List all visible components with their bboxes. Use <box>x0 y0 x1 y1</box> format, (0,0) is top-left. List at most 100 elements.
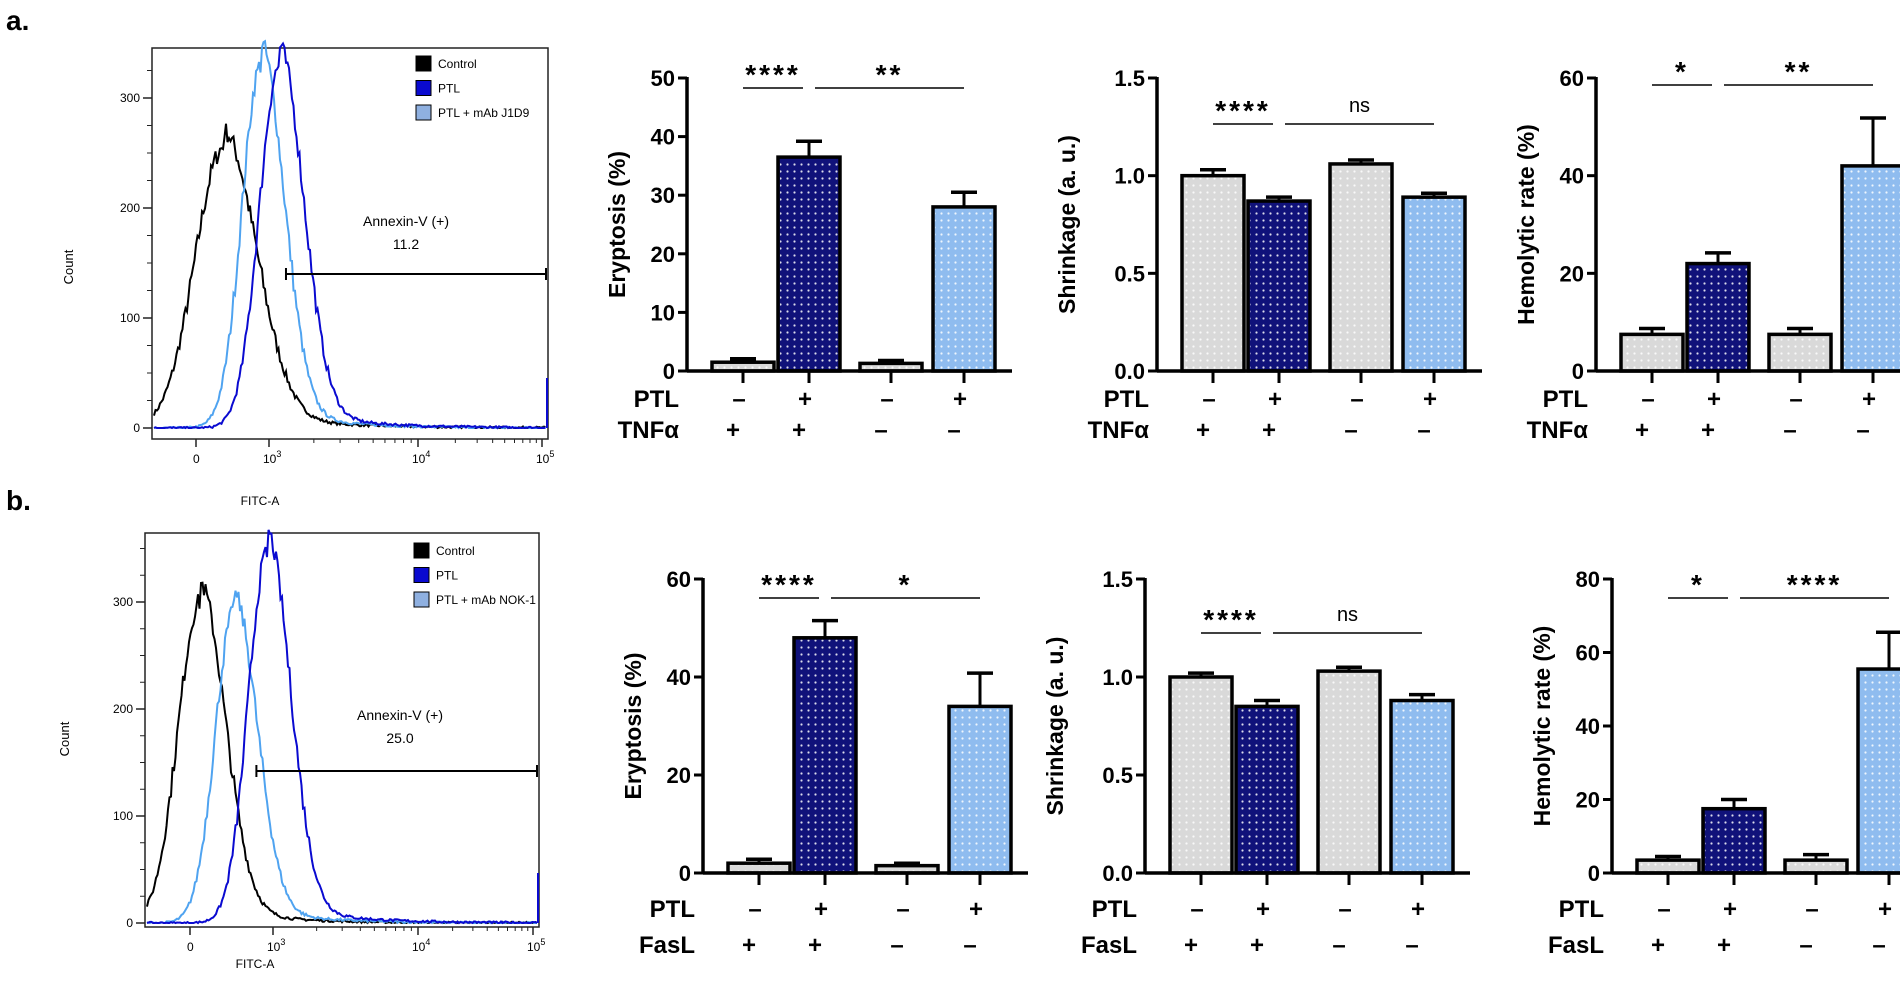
legend-swatch <box>413 591 430 608</box>
y-tick-label: 100 <box>113 809 133 823</box>
bar-dot-pattern <box>1705 810 1763 871</box>
condition-sign: – <box>1344 417 1357 444</box>
condition-sign: – <box>947 417 960 444</box>
x-tick-exp: 5 <box>549 449 554 459</box>
bar-dot-pattern <box>1184 177 1242 369</box>
significance-label: * <box>1691 569 1705 600</box>
gate-value: 25.0 <box>386 730 413 746</box>
condition-sign: + <box>792 417 806 444</box>
y-tick-label: 60 <box>667 567 691 592</box>
legend-label: PTL + mAb NOK-1 <box>436 593 536 607</box>
y-tick-label: 1.0 <box>1114 164 1145 189</box>
bar-dot-pattern <box>796 639 854 871</box>
condition-label-tnfα: TNFα <box>618 417 680 444</box>
y-axis-label: Hemolytic rate (%) <box>1529 626 1555 827</box>
legend-label: PTL <box>438 82 460 96</box>
condition-label-fasl: FasL <box>639 932 695 959</box>
y-tick-label: 60 <box>1560 66 1584 91</box>
condition-label-fasl: FasL <box>1548 932 1604 959</box>
significance-label: ns <box>1337 604 1358 626</box>
x-tick-base: 10 <box>527 940 541 954</box>
condition-sign: + <box>1184 932 1198 959</box>
y-axis-label: Shrinkage (a. u.) <box>1042 637 1068 816</box>
bar-dot-pattern <box>1332 165 1390 369</box>
x-tick-base: 0 <box>193 452 200 466</box>
bar-dot-pattern <box>1860 671 1900 871</box>
condition-label-ptl: PTL <box>1559 896 1604 923</box>
condition-label-tnfα: TNFα <box>1527 417 1589 444</box>
x-tick-base: 10 <box>263 452 277 466</box>
condition-sign: – <box>1350 386 1363 413</box>
significance-label: ns <box>1349 95 1370 117</box>
y-axis-label: Eryptosis (%) <box>620 653 646 800</box>
bar-dot-pattern <box>714 364 772 369</box>
y-tick-label: 200 <box>120 201 140 215</box>
bar-dot-pattern <box>730 865 788 871</box>
condition-sign: – <box>1417 417 1430 444</box>
y-tick-label: 0.0 <box>1102 861 1133 886</box>
panel-label-a: a. <box>6 5 29 36</box>
condition-sign: – <box>874 417 887 444</box>
legend-swatch <box>415 55 432 72</box>
y-tick-label: 1.0 <box>1102 665 1133 690</box>
y-tick-label: 60 <box>1576 641 1600 666</box>
significance-label: **** <box>745 59 801 90</box>
y-tick-label: 20 <box>667 763 691 788</box>
y-tick-label: 0 <box>1572 359 1584 384</box>
x-tick-exp: 5 <box>540 937 545 947</box>
condition-sign: + <box>969 896 983 923</box>
condition-sign: + <box>1268 386 1282 413</box>
condition-sign: – <box>1805 896 1818 923</box>
condition-sign: – <box>1799 932 1812 959</box>
x-tick-exp: 4 <box>425 449 430 459</box>
panel-label-b: b. <box>6 485 31 516</box>
x-tick-base: 10 <box>536 452 550 466</box>
condition-sign: + <box>814 896 828 923</box>
x-tick-exp: 3 <box>276 449 281 459</box>
significance-label: **** <box>1203 604 1259 635</box>
significance-label: * <box>899 569 913 600</box>
bar-dot-pattern <box>1844 167 1900 369</box>
y-tick-label: 0 <box>1588 861 1600 886</box>
y-tick-label: 300 <box>120 91 140 105</box>
y-tick-label: 80 <box>1576 567 1600 592</box>
x-tick-base: 10 <box>267 940 281 954</box>
condition-sign: – <box>1190 896 1203 923</box>
condition-sign: + <box>1651 932 1665 959</box>
condition-sign: + <box>1862 386 1876 413</box>
bar-chart-b-7: 0 20 40 60 80 Hemolytic rate (%) PTL – + – + FasL + +… <box>1529 567 1900 959</box>
plot-frame <box>151 47 549 440</box>
condition-sign: + <box>808 932 822 959</box>
y-tick-label: 100 <box>120 311 140 325</box>
y-axis-label: Eryptosis (%) <box>604 151 630 298</box>
y-tick-label: 10 <box>651 300 675 325</box>
gate-value: 11.2 <box>393 236 419 252</box>
x-tick-label: 104 <box>412 937 430 954</box>
legend-label: PTL + mAb J1D9 <box>438 106 530 120</box>
histogram-series-1 <box>153 39 546 430</box>
x-tick-exp: 4 <box>425 937 430 947</box>
condition-sign: – <box>748 896 761 923</box>
condition-sign: – <box>880 386 893 413</box>
condition-sign: – <box>1872 932 1885 959</box>
legend-label: Control <box>436 544 475 558</box>
condition-label-fasl: FasL <box>1081 932 1137 959</box>
y-tick-label: 0 <box>679 861 691 886</box>
condition-sign: + <box>1256 896 1270 923</box>
bar-dot-pattern <box>1172 679 1230 871</box>
y-tick-label: 40 <box>1576 714 1600 739</box>
legend-label: Control <box>438 57 477 71</box>
bar-dot-pattern <box>1639 862 1697 871</box>
x-tick-base: 0 <box>187 940 194 954</box>
x-axis-label: FITC-A <box>236 957 275 971</box>
significance-label: **** <box>1215 95 1271 126</box>
y-tick-label: 50 <box>651 66 675 91</box>
y-tick-label: 40 <box>651 125 675 150</box>
y-axis-label: Count <box>57 721 72 756</box>
bar-dot-pattern <box>862 365 920 369</box>
condition-sign: – <box>963 932 976 959</box>
y-tick-label: 0.5 <box>1102 763 1133 788</box>
histogram-series-2 <box>153 41 546 430</box>
histogram-series-2 <box>146 529 538 925</box>
condition-label-ptl: PTL <box>1092 896 1137 923</box>
